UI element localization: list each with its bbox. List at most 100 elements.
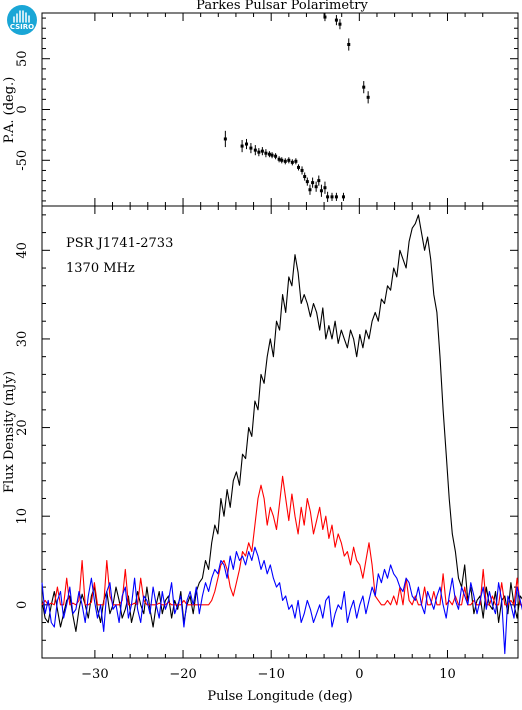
pa-point xyxy=(297,164,301,171)
chart-title: Parkes Pulsar Polarimetry xyxy=(196,0,368,13)
pa-point xyxy=(334,192,338,201)
flux-panel: 0 10 20 30 40 −30 −20 −10 0 10 Flux Density (mJy… xyxy=(2,205,522,704)
pa-point xyxy=(245,138,249,150)
pa-marker xyxy=(270,153,274,157)
pa-point xyxy=(326,191,330,202)
pa-point xyxy=(323,181,327,194)
pa-point xyxy=(287,157,291,164)
pa-marker xyxy=(264,151,268,155)
pa-point xyxy=(260,147,264,156)
frequency-annotation: 1370 MHz xyxy=(66,261,135,276)
pa-marker xyxy=(305,180,309,184)
pa-marker xyxy=(308,188,312,192)
pa-marker xyxy=(290,160,294,164)
pa-point xyxy=(323,13,327,22)
pa-point xyxy=(294,158,298,165)
logo-bars-icon xyxy=(13,10,30,23)
pa-marker xyxy=(326,195,330,199)
pa-point xyxy=(303,172,307,181)
pa-marker xyxy=(267,152,271,156)
pa-panel: -50 0 50 P.A. (deg.) xyxy=(2,12,519,207)
pa-marker xyxy=(253,148,257,152)
pa-marker xyxy=(366,95,370,99)
flux-y-tick-label: 10 xyxy=(15,508,30,525)
flux-y-tick-label: 30 xyxy=(15,331,30,348)
pa-marker xyxy=(240,144,244,148)
flux-ticks xyxy=(42,206,518,658)
pa-point xyxy=(317,175,321,186)
pa-point xyxy=(319,184,323,197)
pa-marker xyxy=(249,146,253,150)
pa-marker xyxy=(283,159,287,163)
pa-y-tick-labels: -50 0 50 xyxy=(15,50,30,170)
pa-marker xyxy=(245,142,249,146)
pa-marker xyxy=(319,189,323,193)
pa-marker xyxy=(323,186,327,190)
pa-marker xyxy=(294,159,298,163)
flux-series xyxy=(41,214,522,655)
pa-marker xyxy=(287,158,291,162)
circular-intensity-line xyxy=(41,546,522,655)
logo-text: CSIRO xyxy=(10,23,34,31)
pa-point xyxy=(249,143,253,154)
pa-point xyxy=(253,145,257,156)
flux-x-tick-label: −20 xyxy=(169,667,196,682)
flux-x-tick-labels: −30 −20 −10 0 10 xyxy=(81,667,456,682)
flux-y-tick-labels: 0 10 20 30 40 xyxy=(15,242,30,609)
pa-point xyxy=(300,166,304,175)
pa-point xyxy=(334,15,338,26)
pa-point xyxy=(305,177,309,186)
flux-x-tick-label: −30 xyxy=(81,667,108,682)
flux-axis-label: Flux Density (mJy) xyxy=(2,371,17,493)
pa-y-tick-label: 50 xyxy=(15,50,30,67)
flux-y-tick-label: 20 xyxy=(15,419,30,436)
pa-point xyxy=(280,157,284,164)
pa-marker xyxy=(257,150,261,154)
pa-ticks xyxy=(42,13,518,206)
flux-x-tick-label: −10 xyxy=(257,667,284,682)
pa-point xyxy=(267,151,271,158)
pa-marker xyxy=(260,149,264,153)
flux-y-tick-label: 40 xyxy=(15,242,30,259)
pa-marker xyxy=(338,22,342,26)
pa-marker xyxy=(314,185,318,189)
pa-point xyxy=(308,184,312,195)
pa-marker xyxy=(330,195,334,199)
pa-point xyxy=(347,38,351,51)
pa-marker xyxy=(323,15,327,19)
pa-marker xyxy=(317,179,321,183)
pa-y-tick-label: -50 xyxy=(15,150,30,171)
pa-point xyxy=(264,149,268,158)
pa-point xyxy=(223,130,227,148)
pa-marker xyxy=(334,195,338,199)
pa-y-tick-label: 0 xyxy=(15,105,30,113)
pa-point xyxy=(338,19,342,30)
pa-marker xyxy=(300,168,304,172)
x-axis-label: Pulse Longitude (deg) xyxy=(207,689,352,704)
pa-marker xyxy=(277,157,281,161)
flux-panel-frame xyxy=(41,205,519,659)
pa-marker xyxy=(303,175,307,179)
flux-x-tick-label: 0 xyxy=(355,667,363,682)
pa-point xyxy=(277,156,281,163)
pa-point xyxy=(330,192,334,201)
pa-panel-frame xyxy=(41,12,519,207)
pa-marker xyxy=(280,158,284,162)
pa-marker xyxy=(362,85,366,89)
pa-marker xyxy=(274,154,278,158)
pa-point xyxy=(290,159,294,166)
pa-data-points xyxy=(223,13,370,202)
linear-intensity-line xyxy=(41,475,522,606)
pa-point xyxy=(240,139,244,153)
total-intensity-line xyxy=(41,214,522,632)
pa-marker xyxy=(341,195,345,199)
pa-marker xyxy=(297,165,301,169)
pa-point xyxy=(274,153,278,160)
pa-marker xyxy=(311,181,315,185)
pa-point xyxy=(341,192,345,201)
pulsar-name-annotation: PSR J1741-2733 xyxy=(66,236,173,251)
pa-point xyxy=(366,91,370,104)
pa-marker xyxy=(223,137,227,141)
flux-x-tick-label: 10 xyxy=(439,667,456,682)
